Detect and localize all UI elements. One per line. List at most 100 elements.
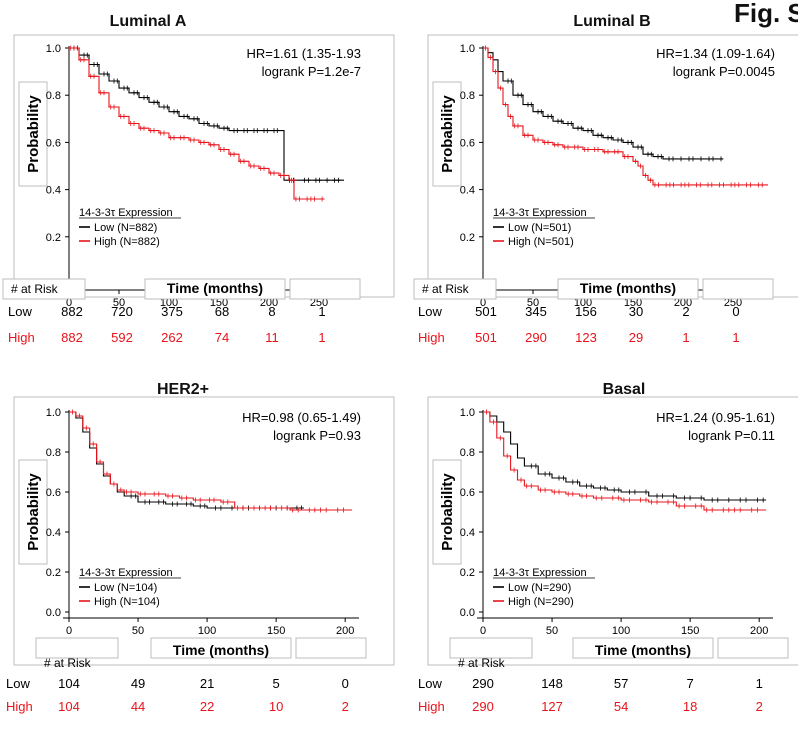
y-axis-label-group: Probability	[432, 459, 462, 565]
km-curve-low	[483, 411, 767, 501]
censor-mark	[191, 137, 197, 143]
legend-entry-high: High (N=501)	[508, 236, 574, 248]
time-label-box	[572, 637, 714, 659]
censor-mark	[94, 62, 100, 67]
censor-mark	[508, 78, 514, 84]
censor-mark	[91, 73, 97, 79]
x-tick-label: 100	[160, 297, 178, 309]
x-tick-label: 150	[267, 625, 285, 637]
risk-value: 720	[111, 304, 133, 319]
censor-mark	[144, 95, 150, 101]
censor-mark	[542, 487, 548, 493]
censor-marks-low	[71, 45, 341, 183]
censor-mark	[649, 499, 654, 505]
censor-mark	[538, 487, 543, 493]
censor-mark	[147, 499, 153, 505]
censor-mark	[643, 497, 649, 503]
censor-mark	[555, 142, 561, 148]
censor-mark	[697, 182, 703, 188]
km-curve-high	[483, 411, 767, 511]
y-tick-label: 0.2	[460, 232, 475, 244]
censor-mark	[183, 495, 189, 501]
censor-mark	[584, 483, 590, 489]
censor-mark	[101, 90, 107, 96]
censor-mark	[726, 497, 732, 503]
censor-mark	[271, 170, 277, 176]
censor-mark	[632, 489, 638, 495]
censor-mark	[638, 163, 643, 169]
censor-mark	[643, 489, 649, 495]
y-axis-label-box	[432, 459, 462, 565]
risk-spacer-box	[702, 278, 774, 300]
legend: 14-3-3τ Expression Low (N=882) High (N=882…	[79, 207, 181, 248]
censor-mark	[488, 54, 493, 60]
censor-mark	[111, 481, 117, 487]
censor-mark	[171, 135, 177, 141]
censor-mark	[579, 493, 585, 499]
risk-value: 123	[575, 330, 597, 345]
censor-mark	[184, 113, 190, 119]
censor-mark	[137, 491, 143, 497]
y-axis-label-group: Probability	[432, 81, 462, 187]
censor-mark	[503, 102, 508, 108]
x-tick-label: 0	[480, 625, 486, 637]
x-tick-label: 200	[260, 297, 278, 309]
censor-mark	[197, 503, 203, 509]
censor-mark	[605, 149, 611, 155]
censor-mark	[114, 78, 120, 84]
risk-row-label-low: Low	[418, 304, 442, 319]
censor-mark	[633, 158, 638, 164]
censor-mark	[335, 177, 341, 183]
censor-mark	[312, 196, 318, 202]
censor-mark	[291, 177, 297, 183]
censor-mark	[678, 156, 684, 162]
censor-mark	[737, 507, 743, 513]
risk-table: # at Risk Time (months) Low 104 49 21 5 0 High 10…	[6, 637, 367, 714]
legend: 14-3-3τ Expression Low (N=290) High (N=290…	[493, 567, 595, 608]
y-tick-label: 0.4	[46, 527, 61, 539]
censor-mark	[584, 493, 590, 499]
censor-mark	[274, 128, 280, 134]
censor-mark	[628, 139, 634, 145]
censor-mark	[142, 491, 148, 497]
time-label-box	[150, 637, 292, 659]
censor-marks-high	[484, 409, 760, 513]
y-axis-label: Probability	[439, 95, 456, 173]
censor-mark	[748, 182, 753, 188]
risk-row-label-high: High	[418, 699, 445, 714]
logrank-text: logrank P=0.0045	[673, 64, 775, 79]
censor-mark	[621, 497, 627, 503]
censor-mark	[197, 497, 203, 503]
risk-header-box	[35, 637, 119, 659]
censor-mark	[251, 505, 257, 511]
censor-mark	[241, 158, 247, 164]
legend-title: 14-3-3τ Expression	[493, 567, 587, 579]
risk-value: 262	[161, 330, 183, 345]
risk-header-box	[2, 278, 86, 300]
legend-entry-high: High (N=882)	[94, 236, 160, 248]
censor-mark	[760, 497, 766, 503]
censor-mark	[698, 495, 704, 501]
risk-value: 49	[131, 676, 145, 691]
censor-mark	[174, 501, 180, 507]
y-tick-label: 1.0	[460, 407, 475, 419]
censor-mark	[317, 507, 323, 513]
censor-mark	[511, 467, 517, 473]
censor-mark	[676, 503, 682, 509]
censor-mark	[626, 489, 632, 495]
censor-marks-high	[68, 45, 325, 202]
censor-mark	[220, 499, 226, 505]
censor-mark	[341, 507, 346, 513]
censor-mark	[142, 499, 148, 505]
censor-mark	[224, 125, 230, 131]
x-tick-label: 100	[198, 625, 216, 637]
censor-mark	[726, 507, 732, 513]
censor-mark	[218, 505, 224, 511]
censor-mark	[570, 491, 576, 497]
legend-entry-high: High (N=290)	[508, 596, 574, 608]
risk-header: # at Risk	[458, 656, 506, 670]
censor-mark	[262, 505, 268, 511]
risk-value: 156	[575, 304, 597, 319]
